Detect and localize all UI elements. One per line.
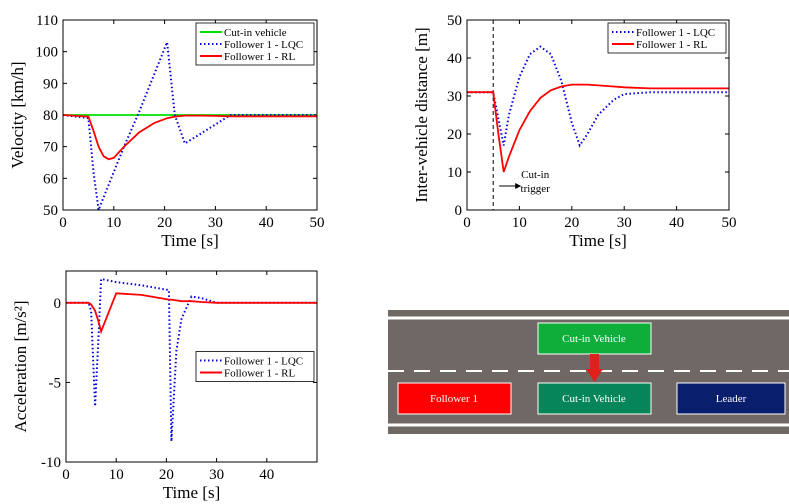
x-axis-label: Time [s]: [569, 231, 626, 250]
leader-box: [676, 382, 786, 415]
box-label: Follower 1: [430, 393, 478, 405]
x-tick-label: 0: [59, 215, 67, 231]
y-axis-label: Acceleration [m/s²]: [11, 300, 30, 432]
x-tick-label: 0: [62, 467, 70, 483]
axes-frame: [466, 19, 730, 211]
x-tick-label: 20: [157, 215, 172, 231]
x-tick-label: 20: [159, 467, 174, 483]
legend-label: Follower 1 - RL: [224, 368, 295, 380]
y-tick-label: 50: [447, 13, 462, 29]
x-axis-label: Time [s]: [163, 483, 220, 502]
axes-frame: [62, 19, 318, 211]
y-axis-label: Inter-vehicle distance [m]: [412, 27, 431, 202]
y-axis-label: Velocity [km/h]: [8, 61, 27, 168]
x-tick-label: 10: [106, 215, 121, 231]
annotation-arrowhead: [515, 183, 522, 189]
legend-box: [195, 351, 315, 382]
x-tick-label: 0: [463, 215, 471, 231]
y-tick-label: 80: [43, 108, 58, 124]
y-tick-label: 50: [43, 203, 58, 219]
legend-label: Follower 1 - RL: [636, 39, 707, 51]
road-diagram: Cut-in Vehicle Follower 1 Cut-in Vehicle…: [388, 310, 789, 434]
x-tick-label: 30: [209, 467, 224, 483]
y-tick-label: 110: [36, 13, 58, 29]
y-tick-label: 70: [43, 140, 58, 156]
legend-box: [607, 22, 727, 54]
series-line: [66, 292, 317, 335]
legend-label: Follower 1 - LQC: [636, 27, 715, 39]
cut-in-vehicle-box: [537, 322, 652, 355]
x-tick-label: 30: [617, 215, 632, 231]
follower-box: [397, 382, 512, 415]
series-line: [62, 114, 317, 161]
x-tick-label: 10: [109, 467, 124, 483]
y-tick-label: 0: [54, 296, 62, 312]
series-line: [62, 41, 317, 214]
cut-in-vehicle-box: [537, 382, 652, 415]
y-tick-label: 100: [36, 45, 59, 61]
box-label: Leader: [716, 393, 747, 405]
x-tick-label: 40: [259, 467, 274, 483]
y-tick-label: 40: [447, 51, 462, 67]
series-line: [467, 83, 729, 173]
chart: 0 10 20 30 40 50 50 60 70 80 90 100 110 Time [s] Veloc…: [8, 13, 325, 250]
y-tick-label: 20: [447, 127, 462, 143]
x-tick-label: 30: [208, 215, 223, 231]
y-tick-label: 90: [43, 76, 58, 92]
box-label: Cut-in Vehicle: [562, 333, 626, 345]
arrow-shaft: [590, 354, 599, 370]
y-tick-label: -5: [49, 375, 62, 391]
x-tick-label: 50: [310, 215, 325, 231]
legend-label: Follower 1 - LQC: [224, 356, 303, 368]
legend-label: Follower 1 - LQC: [224, 39, 303, 51]
x-tick-label: 40: [669, 215, 684, 231]
y-tick-label: 10: [447, 165, 462, 181]
series-line: [66, 277, 317, 442]
annotation: trigger: [521, 183, 551, 195]
y-tick-label: 60: [43, 171, 58, 187]
legend-label: Cut-in vehicle: [224, 27, 287, 39]
y-tick-label: 0: [455, 203, 463, 219]
annotation: Cut-in: [521, 169, 550, 181]
chart: 0 10 20 30 40 -10 -5 0 Time [s] Acceleration [m/s…: [11, 270, 318, 502]
legend-label: Follower 1 - RL: [224, 51, 295, 63]
y-tick-label: -10: [41, 455, 61, 471]
x-tick-label: 10: [512, 215, 527, 231]
legend-box: [195, 22, 315, 66]
chart: 0 10 20 30 40 50 0 10 20 30 40 50 Cut-in trigger Time …: [412, 13, 737, 250]
series-line: [467, 45, 729, 148]
axes-frame: [65, 270, 318, 463]
x-tick-label: 50: [722, 215, 737, 231]
y-tick-label: 30: [447, 89, 462, 105]
arrow-head: [586, 369, 603, 382]
x-axis-label: Time [s]: [161, 231, 218, 250]
x-tick-label: 40: [259, 215, 274, 231]
box-label: Cut-in Vehicle: [562, 393, 626, 405]
x-tick-label: 20: [564, 215, 579, 231]
